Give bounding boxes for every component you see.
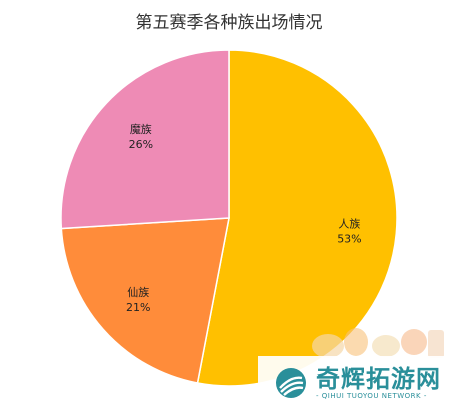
pie-labels: 人族 53% 仙族 21% 魔族 26% xyxy=(126,122,362,314)
slice-percent-label: 26% xyxy=(129,138,153,151)
pie-slices xyxy=(60,49,398,387)
slice-percent-label: 21% xyxy=(126,301,150,314)
watermark-name-cn: 奇辉拓游网 xyxy=(316,365,441,393)
pie-slice-2 xyxy=(60,217,230,384)
slice-name-label: 人族 xyxy=(338,216,360,230)
slice-name-label: 仙族 xyxy=(127,285,149,299)
slice-percent-label: 53% xyxy=(337,232,361,245)
watermark-logo-icon xyxy=(276,368,306,398)
slice-name-label: 魔族 xyxy=(130,122,152,136)
site-watermark: 奇辉拓游网 - QIHUI TUOYOU NETWORK - xyxy=(258,356,458,410)
watermark-name-en: - QIHUI TUOYOU NETWORK - xyxy=(316,392,427,400)
chart-title: 第五赛季各种族出场情况 xyxy=(135,13,323,33)
pie-slice-3 xyxy=(60,49,230,230)
decorative-cartoon-art xyxy=(312,328,444,358)
